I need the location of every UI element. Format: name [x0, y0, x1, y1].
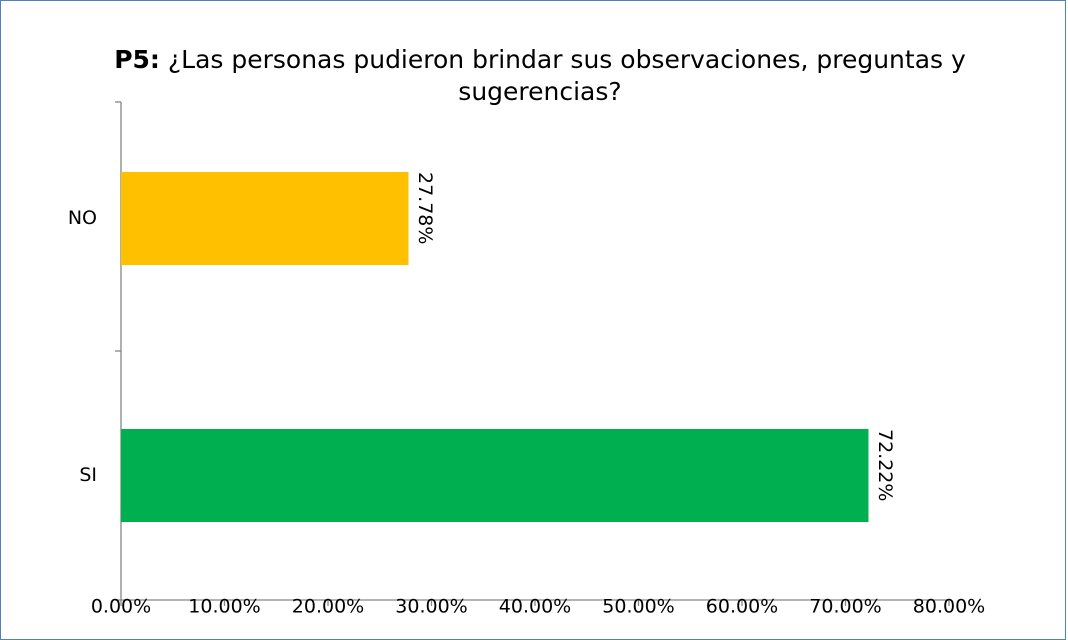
y-tick-label: SI: [79, 464, 97, 486]
x-tick-label: 30.00%: [395, 596, 467, 618]
x-tick-label: 50.00%: [602, 596, 674, 618]
chart-title: P5: ¿Las personas pudieron brindar sus o…: [60, 44, 1020, 108]
x-tick-label: 80.00%: [913, 596, 985, 618]
value-label: 27.78%: [414, 172, 436, 244]
x-tick-label: 70.00%: [809, 596, 881, 618]
title-label: P5:: [114, 45, 160, 74]
chart: 0.00% 10.00% 20.00% 30.00% 40.00% 50.00% 60.00…: [68, 101, 985, 618]
x-tick-label: 40.00%: [499, 596, 571, 618]
x-tick-label: 20.00%: [292, 596, 364, 618]
bar: [121, 172, 409, 265]
bar: [121, 429, 869, 522]
title-text: ¿Las personas pudieron brindar sus obser…: [167, 45, 966, 106]
y-tick-label: NO: [68, 207, 97, 229]
value-label: 72.22%: [874, 429, 896, 501]
x-tick-label: 0.00%: [91, 596, 151, 618]
x-tick-label: 10.00%: [188, 596, 260, 618]
x-tick-label: 60.00%: [706, 596, 778, 618]
